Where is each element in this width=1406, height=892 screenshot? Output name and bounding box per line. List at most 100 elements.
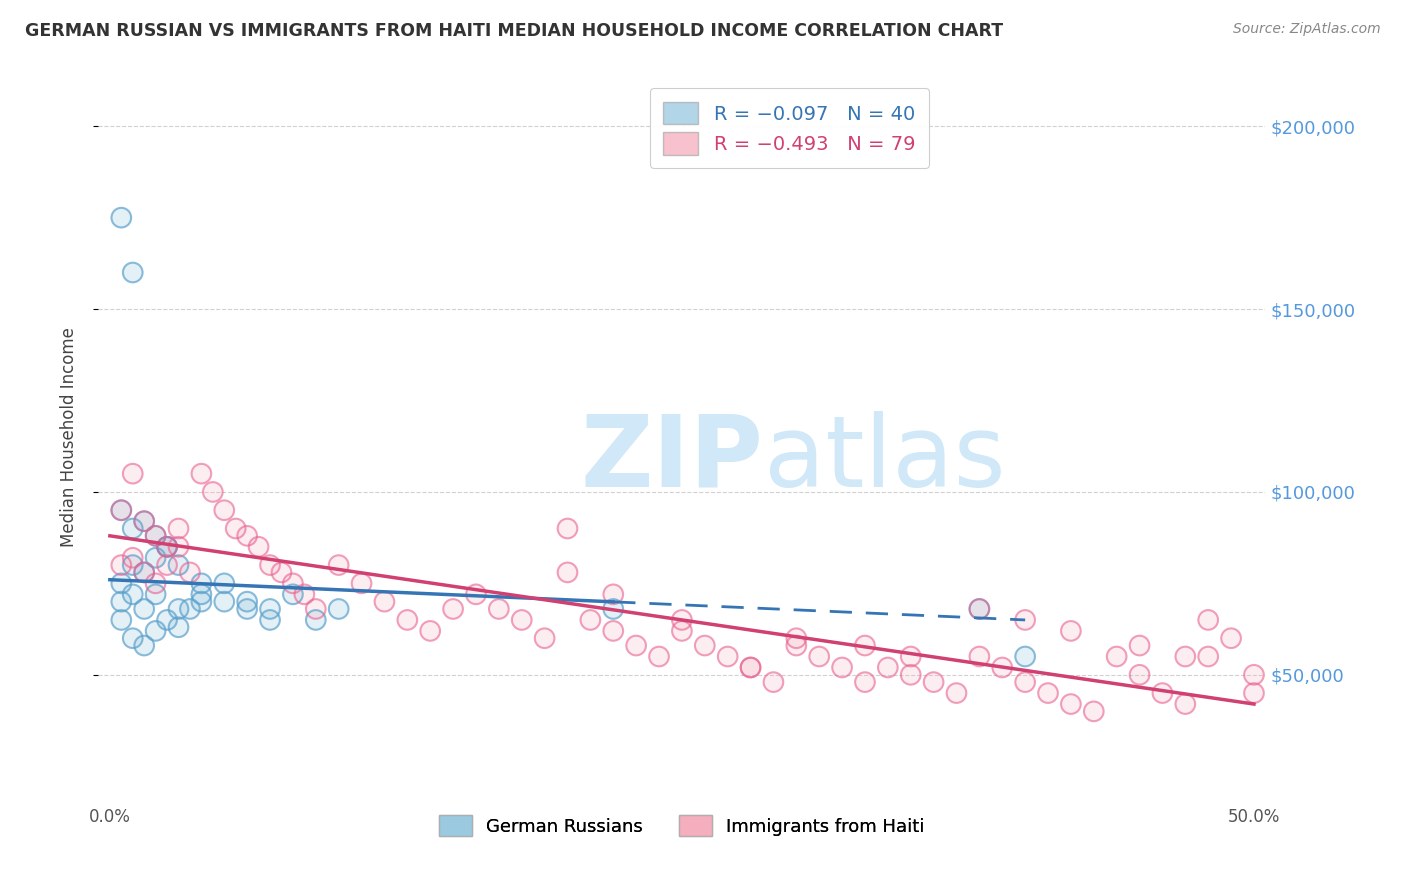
Point xyxy=(740,660,762,674)
Point xyxy=(110,594,132,608)
Point xyxy=(785,632,807,646)
Point xyxy=(624,639,647,653)
Point xyxy=(121,467,143,481)
Point xyxy=(167,620,190,634)
Point xyxy=(156,613,179,627)
Point xyxy=(145,576,167,591)
Point xyxy=(270,566,292,580)
Point xyxy=(785,639,807,653)
Point xyxy=(145,576,167,591)
Point xyxy=(922,675,945,690)
Point xyxy=(1060,697,1083,711)
Point xyxy=(145,529,167,543)
Point xyxy=(328,558,350,573)
Point xyxy=(1243,667,1265,681)
Point xyxy=(145,624,167,638)
Point xyxy=(190,467,212,481)
Point xyxy=(134,566,156,580)
Point xyxy=(1014,613,1036,627)
Point xyxy=(305,613,328,627)
Point xyxy=(190,576,212,591)
Point xyxy=(179,566,201,580)
Point xyxy=(1243,686,1265,700)
Point xyxy=(740,660,762,674)
Point xyxy=(853,675,876,690)
Point xyxy=(167,558,190,573)
Point xyxy=(969,602,991,616)
Point xyxy=(419,624,441,638)
Point xyxy=(167,620,190,634)
Point xyxy=(1128,639,1150,653)
Point xyxy=(190,467,212,481)
Point xyxy=(1036,686,1059,700)
Point xyxy=(121,587,143,601)
Point xyxy=(831,660,853,674)
Point xyxy=(156,558,179,573)
Point xyxy=(134,514,156,528)
Point xyxy=(1197,649,1219,664)
Point xyxy=(214,503,236,517)
Point xyxy=(214,594,236,608)
Point xyxy=(853,639,876,653)
Point xyxy=(876,660,898,674)
Point xyxy=(1105,649,1128,664)
Point xyxy=(110,594,132,608)
Point xyxy=(441,602,464,616)
Point xyxy=(900,649,922,664)
Point xyxy=(121,632,143,646)
Point xyxy=(121,467,143,481)
Point xyxy=(991,660,1014,674)
Point xyxy=(156,540,179,554)
Point xyxy=(121,558,143,573)
Point xyxy=(145,550,167,565)
Point xyxy=(145,624,167,638)
Point xyxy=(134,514,156,528)
Point xyxy=(1014,675,1036,690)
Point xyxy=(214,594,236,608)
Point xyxy=(488,602,510,616)
Point xyxy=(225,521,247,535)
Point xyxy=(1174,697,1197,711)
Point xyxy=(1220,632,1243,646)
Point xyxy=(579,613,602,627)
Point xyxy=(1036,686,1059,700)
Point xyxy=(602,602,624,616)
Point xyxy=(1197,613,1219,627)
Point xyxy=(693,639,716,653)
Point xyxy=(785,632,807,646)
Point xyxy=(292,587,315,601)
Text: atlas: atlas xyxy=(763,410,1005,508)
Point xyxy=(1128,639,1150,653)
Point xyxy=(441,602,464,616)
Point xyxy=(134,566,156,580)
Point xyxy=(1060,697,1083,711)
Point xyxy=(121,550,143,565)
Point xyxy=(167,558,190,573)
Point xyxy=(110,503,132,517)
Point xyxy=(1128,667,1150,681)
Point xyxy=(602,587,624,601)
Y-axis label: Median Household Income: Median Household Income xyxy=(59,327,77,547)
Point xyxy=(1174,649,1197,664)
Point xyxy=(1220,632,1243,646)
Point xyxy=(488,602,510,616)
Point xyxy=(110,503,132,517)
Point xyxy=(853,675,876,690)
Point xyxy=(110,211,132,225)
Point xyxy=(1152,686,1174,700)
Point xyxy=(328,602,350,616)
Point xyxy=(292,587,315,601)
Point xyxy=(693,639,716,653)
Point xyxy=(1014,675,1036,690)
Point xyxy=(557,521,579,535)
Point xyxy=(1152,686,1174,700)
Point xyxy=(1105,649,1128,664)
Point xyxy=(145,587,167,601)
Point xyxy=(190,587,212,601)
Point xyxy=(900,667,922,681)
Point xyxy=(167,602,190,616)
Point xyxy=(236,602,259,616)
Point xyxy=(270,566,292,580)
Point xyxy=(624,639,647,653)
Point xyxy=(1083,705,1105,719)
